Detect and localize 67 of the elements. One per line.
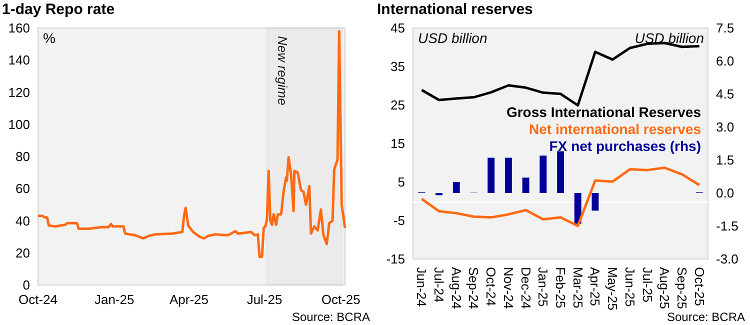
y2-tick-label: 1.5 bbox=[716, 152, 734, 168]
x-tick-label: Oct-24 bbox=[18, 292, 58, 307]
y-tick-label: 20 bbox=[16, 245, 30, 260]
x-tick-label: Jul-25 bbox=[640, 267, 655, 302]
bar bbox=[540, 156, 547, 193]
y2-tick-label: 0.0 bbox=[716, 186, 734, 200]
y-tick-label: 80 bbox=[16, 149, 30, 164]
y-tick-label: 60 bbox=[16, 181, 30, 196]
y-tick-label: 15 bbox=[390, 136, 405, 151]
x-tick-label: Jun-24 bbox=[414, 267, 430, 307]
annotation: % bbox=[43, 30, 56, 46]
bar bbox=[488, 158, 495, 193]
series-label: Gross International Reserves bbox=[506, 104, 702, 120]
line-series bbox=[420, 166, 701, 228]
band-label: New regime bbox=[275, 36, 290, 106]
x-tick-label: Apr-25 bbox=[588, 267, 603, 306]
x-tick-label: Aug-24 bbox=[448, 267, 464, 309]
y2-tick-label: 4.5 bbox=[716, 86, 734, 102]
y2-tick-label: 3.0 bbox=[716, 120, 734, 134]
x-tick-label: Dec-24 bbox=[518, 267, 534, 309]
series-label: FX net purchases (rhs) bbox=[549, 138, 701, 154]
text: Net international reserves bbox=[529, 121, 702, 137]
chart-title: International reserves bbox=[377, 1, 533, 18]
x-tick-label: Oct-25 bbox=[321, 292, 360, 307]
y2-tick-label: 7.5 bbox=[716, 20, 734, 36]
x-tick-label: Nov-24 bbox=[500, 267, 516, 309]
x-tick-label: Jan-25 bbox=[94, 292, 134, 307]
y-tick-label: 160 bbox=[8, 20, 30, 36]
x-tick-label: Oct-24 bbox=[484, 267, 499, 306]
x-tick-label: Oct-25 bbox=[692, 267, 707, 306]
x-tick-label: Sep-25 bbox=[674, 267, 690, 309]
x-tick-label: Jul-24 bbox=[432, 267, 447, 302]
x-tick-label: Jun-25 bbox=[622, 267, 638, 307]
x-tick-label: Aug-25 bbox=[657, 267, 672, 309]
bar bbox=[522, 178, 530, 193]
y-tick-label: 35 bbox=[390, 59, 405, 74]
source-note: Source: BCRA bbox=[666, 310, 745, 324]
x-tick-label: Apr-25 bbox=[169, 292, 209, 307]
source-note: Source: BCRA bbox=[292, 310, 370, 324]
y2-tick-label: -3.0 bbox=[716, 252, 738, 266]
y-tick-label: 100 bbox=[8, 116, 30, 132]
y-tick-label: -15 bbox=[386, 252, 405, 266]
x-tick-label: May-25 bbox=[605, 267, 620, 310]
y2-tick-label: 6.0 bbox=[716, 54, 734, 68]
annotation: USD billion bbox=[418, 30, 488, 46]
chart-title: 1-day Repo rate bbox=[2, 1, 115, 18]
y2-tick-label: -1.5 bbox=[716, 218, 738, 234]
x-tick-label: Feb-25 bbox=[553, 267, 568, 308]
y-tick-label: -5 bbox=[393, 213, 405, 228]
y-tick-label: 45 bbox=[390, 20, 405, 36]
y-tick-label: 40 bbox=[16, 213, 30, 228]
x-tick-label: Mar-25 bbox=[570, 267, 586, 308]
y-tick-label: 5 bbox=[398, 174, 405, 190]
line-series bbox=[420, 42, 701, 107]
y-tick-label: 140 bbox=[8, 52, 30, 68]
x-tick-label: Jul-25 bbox=[246, 292, 282, 307]
y-tick-label: 120 bbox=[8, 84, 30, 100]
x-tick-label: Jan-25 bbox=[536, 267, 551, 307]
bar bbox=[574, 193, 582, 224]
bar bbox=[452, 182, 460, 193]
bar bbox=[557, 151, 564, 193]
bar bbox=[504, 158, 512, 193]
y-tick-label: 0 bbox=[22, 278, 30, 292]
bar bbox=[592, 193, 599, 211]
x-tick-label: Sep-24 bbox=[466, 267, 482, 309]
line-series bbox=[36, 30, 346, 258]
y-tick-label: 25 bbox=[390, 98, 405, 112]
